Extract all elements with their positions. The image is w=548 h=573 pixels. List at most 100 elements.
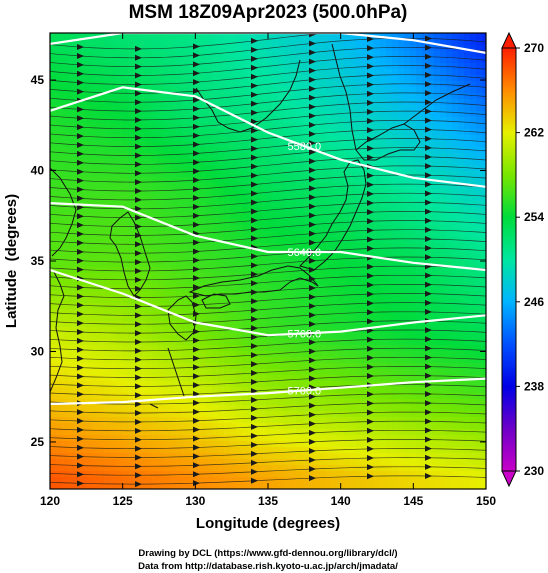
wind-arrow bbox=[251, 226, 258, 233]
wind-arrow bbox=[367, 436, 374, 443]
wind-arrow bbox=[251, 55, 258, 62]
wind-arrow bbox=[77, 106, 84, 113]
wind-arrow bbox=[425, 26, 432, 32]
wind-arrow bbox=[77, 266, 84, 273]
colorbar-max-arrow bbox=[501, 31, 517, 49]
wind-arrow bbox=[309, 212, 316, 219]
wind-arrow bbox=[425, 90, 432, 97]
colorbar-tick-label: 238 bbox=[524, 379, 544, 393]
colorbar-tick-label: 262 bbox=[524, 126, 544, 140]
wind-arrow bbox=[309, 94, 316, 101]
wind-arrow bbox=[77, 284, 84, 291]
wind-arrow bbox=[135, 223, 142, 230]
colorbar-min-arrow bbox=[501, 470, 517, 488]
wind-arrow bbox=[309, 366, 316, 373]
wind-arrow bbox=[77, 177, 84, 184]
wind-arrow bbox=[425, 336, 432, 343]
streamline bbox=[50, 420, 486, 432]
wind-arrow bbox=[77, 409, 84, 416]
wind-arrow bbox=[367, 90, 374, 97]
wind-arrow bbox=[367, 263, 374, 270]
wind-arrow bbox=[367, 418, 374, 425]
wind-arrow bbox=[309, 266, 316, 273]
wind-arrow bbox=[251, 163, 258, 170]
wind-arrow bbox=[309, 33, 316, 38]
wind-arrow bbox=[77, 248, 84, 255]
wind-arrow bbox=[135, 312, 142, 319]
wind-arrow bbox=[77, 453, 84, 460]
wind-arrow bbox=[135, 116, 142, 123]
wind-arrow bbox=[135, 365, 142, 372]
wind-arrow bbox=[251, 46, 258, 53]
wind-arrow bbox=[193, 203, 200, 210]
wind-arrow bbox=[135, 99, 142, 106]
streamline bbox=[50, 174, 486, 192]
wind-arrow bbox=[425, 117, 432, 124]
wind-arrow bbox=[425, 108, 432, 115]
wind-arrow bbox=[251, 91, 258, 98]
wind-arrow bbox=[309, 149, 316, 156]
wind-arrow bbox=[367, 36, 374, 43]
wind-arrow bbox=[251, 307, 258, 314]
wind-arrow bbox=[367, 200, 374, 207]
wind-arrow bbox=[193, 399, 200, 406]
wind-arrow bbox=[77, 222, 84, 229]
wind-arrow bbox=[309, 456, 316, 463]
wind-arrow bbox=[77, 204, 84, 211]
wind-arrow bbox=[251, 253, 258, 260]
streamline bbox=[50, 274, 486, 290]
wind-arrow bbox=[425, 463, 432, 470]
y-tick-label: 45 bbox=[31, 73, 45, 87]
wind-arrow bbox=[367, 145, 374, 152]
streamline bbox=[50, 320, 486, 334]
wind-arrow bbox=[135, 81, 142, 88]
wind-arrow bbox=[251, 343, 258, 350]
wind-arrow bbox=[135, 285, 142, 292]
wind-arrow bbox=[309, 348, 316, 355]
y-tick-label: 30 bbox=[31, 344, 45, 358]
wind-arrow bbox=[193, 105, 200, 112]
streamline bbox=[50, 183, 486, 201]
wind-arrow bbox=[309, 85, 316, 92]
wind-arrow bbox=[309, 475, 316, 482]
contour-label: 5700.0 bbox=[288, 385, 322, 397]
wind-arrow bbox=[367, 336, 374, 343]
wind-arrow bbox=[77, 159, 84, 166]
height-contour bbox=[50, 33, 486, 54]
wind-arrow bbox=[251, 208, 258, 215]
wind-arrow bbox=[77, 471, 84, 478]
wind-arrow bbox=[309, 131, 316, 138]
wind-arrow bbox=[251, 82, 258, 89]
wind-arrow bbox=[251, 64, 258, 71]
wind-arrow bbox=[193, 79, 200, 86]
wind-arrow bbox=[425, 327, 432, 334]
streamline bbox=[50, 302, 486, 316]
wind-arrow bbox=[251, 423, 258, 430]
wind-arrow bbox=[77, 435, 84, 442]
wind-arrow bbox=[193, 382, 200, 389]
wind-arrow bbox=[367, 236, 374, 243]
wind-arrow bbox=[367, 118, 374, 125]
wind-arrow bbox=[309, 203, 316, 210]
height-contour bbox=[50, 268, 486, 337]
streamline bbox=[50, 402, 486, 414]
streamline bbox=[50, 366, 486, 378]
wind-arrow bbox=[135, 90, 142, 97]
wind-arrow bbox=[425, 172, 432, 179]
wind-arrow bbox=[251, 352, 258, 359]
wind-arrow bbox=[425, 236, 432, 243]
wind-arrow bbox=[251, 441, 258, 448]
streamline bbox=[50, 138, 486, 156]
wind-arrow bbox=[77, 311, 84, 318]
wind-arrow bbox=[251, 370, 258, 377]
wind-arrow bbox=[367, 281, 374, 288]
wind-arrow bbox=[77, 186, 84, 193]
wind-arrow bbox=[367, 354, 374, 361]
wind-arrow bbox=[425, 409, 432, 416]
height-contour bbox=[50, 202, 486, 272]
wind-arrow bbox=[367, 363, 374, 370]
wind-arrow bbox=[251, 450, 258, 457]
wind-arrow bbox=[135, 170, 142, 177]
wind-arrow bbox=[251, 154, 258, 161]
